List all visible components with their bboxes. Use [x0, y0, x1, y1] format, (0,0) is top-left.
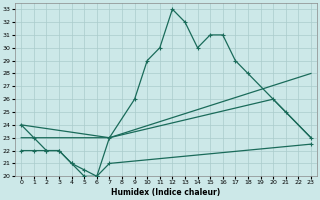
X-axis label: Humidex (Indice chaleur): Humidex (Indice chaleur) [111, 188, 221, 197]
